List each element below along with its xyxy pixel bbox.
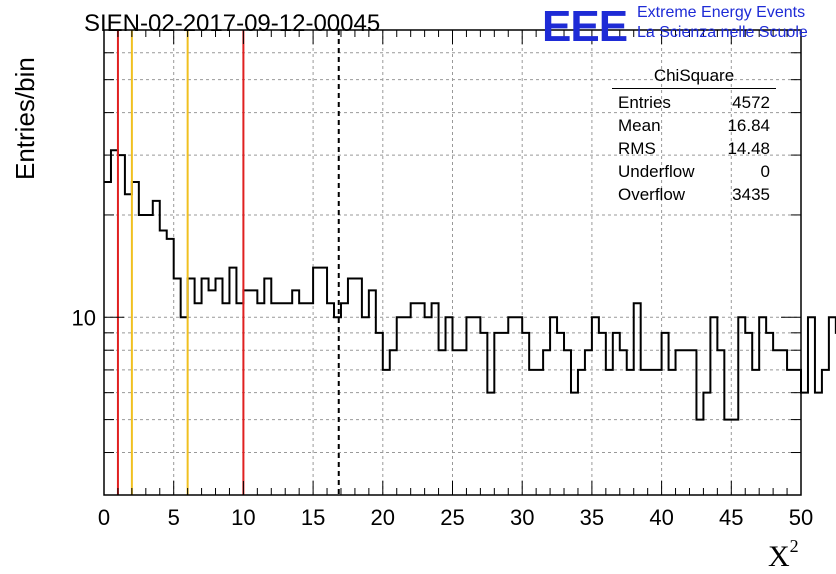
- x-tick-label: 45: [719, 505, 743, 530]
- logo-line1: Extreme Energy Events: [637, 4, 806, 21]
- stats-value: 3435: [732, 184, 770, 204]
- x-tick-label: 5: [168, 505, 180, 530]
- y-tick-label: 10: [72, 305, 96, 330]
- y-axis-label-wrap: Entries/bin: [6, 57, 40, 190]
- x-tick-label: 10: [231, 505, 255, 530]
- stats-value: 16.84: [727, 115, 770, 135]
- x-axis-label: X2: [768, 536, 799, 574]
- x-tick-label: 40: [649, 505, 673, 530]
- logo-line2: La Scienza nelle Scuole: [637, 24, 808, 41]
- stats-row: Underflow 0: [612, 160, 776, 183]
- stats-label: RMS: [618, 138, 656, 158]
- stats-label: Mean: [618, 115, 661, 135]
- eee-logo: EEE: [542, 2, 628, 51]
- x-tick-label: 0: [98, 505, 110, 530]
- stats-label: Underflow: [618, 161, 695, 181]
- x-axis-label-main: X: [768, 540, 790, 573]
- stats-value: 14.48: [727, 138, 770, 158]
- x-tick-label: 25: [440, 505, 464, 530]
- stats-row: Overflow 3435: [612, 183, 776, 206]
- histogram-series: [104, 149, 836, 421]
- stats-row: Mean 16.84: [612, 114, 776, 137]
- stats-row: Entries 4572: [612, 91, 776, 114]
- stats-value: 4572: [732, 92, 770, 112]
- y-axis-label: Entries/bin: [10, 57, 40, 180]
- chart-title: SIEN-02-2017-09-12-00045: [84, 10, 381, 37]
- stats-label: Overflow: [618, 184, 686, 204]
- logo-text: Extreme Energy Events La Scienza nelle S…: [637, 3, 808, 43]
- x-tick-label: 50: [789, 505, 813, 530]
- stats-title: ChiSquare: [612, 66, 776, 89]
- x-tick-label: 30: [510, 505, 534, 530]
- stats-row: RMS 14.48: [612, 137, 776, 160]
- x-tick-label: 35: [580, 505, 604, 530]
- x-tick-label: 20: [371, 505, 395, 530]
- stats-value: 0: [760, 161, 770, 181]
- x-tick-label: 15: [301, 505, 325, 530]
- x-axis-label-sup: 2: [789, 536, 799, 556]
- stats-label: Entries: [618, 92, 671, 112]
- stats-box: ChiSquare Entries 4572 Mean 16.84 RMS 14.48…: [612, 66, 776, 206]
